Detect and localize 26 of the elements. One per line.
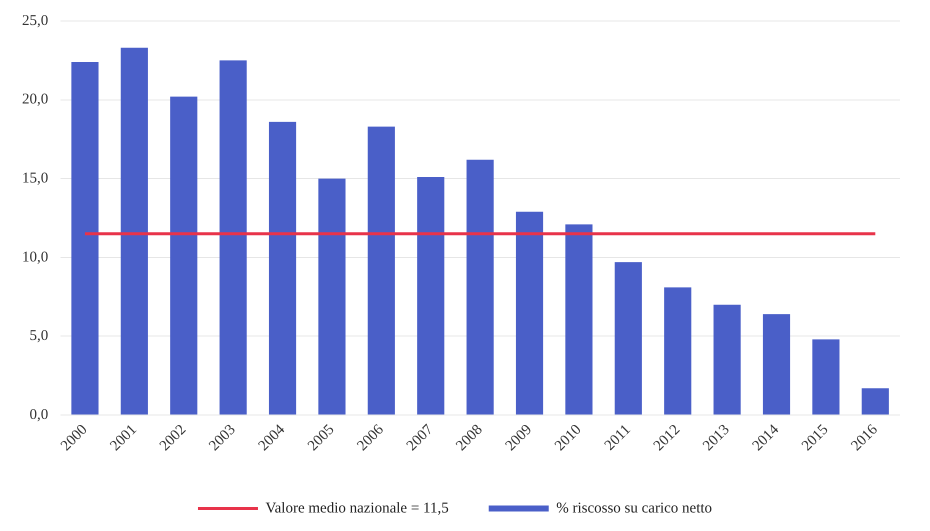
bar (368, 126, 395, 415)
legend-label: % riscosso su carico netto (556, 500, 712, 516)
y-tick-label: 0,0 (30, 406, 48, 423)
bar (762, 314, 790, 415)
y-tick-label: 20,0 (22, 92, 48, 108)
bar (614, 262, 642, 415)
bar (71, 62, 99, 415)
bar (417, 177, 444, 415)
y-tick-label: 5,0 (30, 328, 48, 344)
bar (220, 60, 247, 415)
y-tick-label: 10,0 (22, 249, 48, 266)
bar (862, 388, 889, 415)
bar (170, 96, 198, 415)
bar (516, 212, 544, 415)
bar (120, 48, 148, 415)
bar (268, 122, 296, 415)
bar (466, 160, 494, 415)
y-tick-label: 15,0 (22, 170, 48, 187)
legend-label: Valore medio nazionale = 11,5 (265, 500, 449, 516)
bar (318, 178, 346, 415)
y-tick-label: 25,0 (22, 12, 48, 29)
bar (714, 304, 741, 415)
bar (812, 339, 840, 415)
x-tick-label: 2011 (602, 422, 634, 454)
bar (565, 224, 593, 415)
bar (664, 287, 692, 415)
